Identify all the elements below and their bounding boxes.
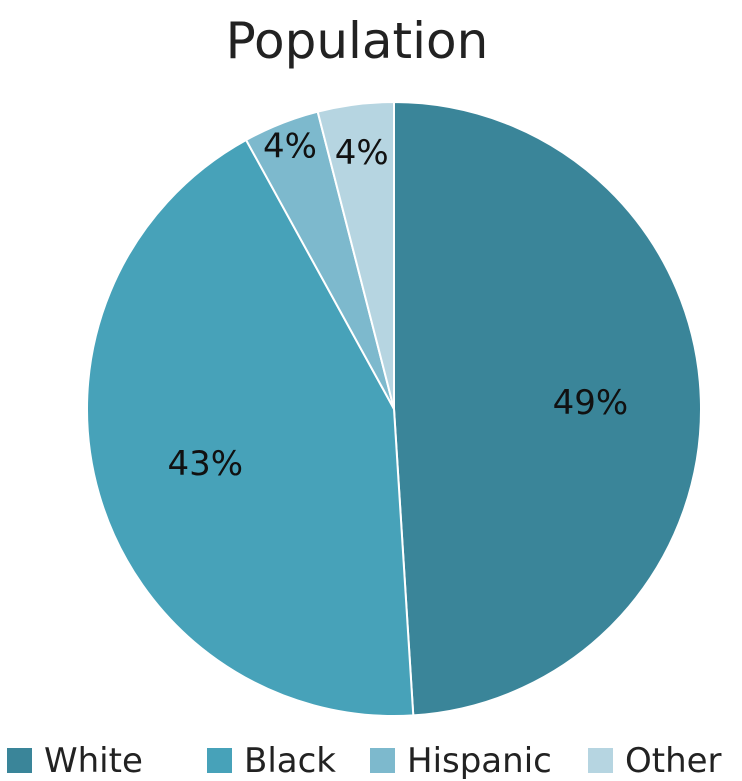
legend-swatch-black — [207, 748, 232, 773]
legend: White Black Hispanic Other — [7, 741, 722, 781]
pie-slice-labels: 49% 43% 4% 4% — [168, 126, 629, 483]
slice-label-black: 43% — [168, 444, 244, 484]
pie-slices — [86, 100, 702, 717]
slice-label-white: 49% — [553, 383, 629, 423]
legend-label-hispanic: Hispanic — [407, 741, 552, 781]
legend-swatch-white — [7, 748, 32, 773]
legend-label-other: Other — [625, 741, 722, 781]
legend-swatch-hispanic — [370, 748, 395, 773]
pie-slice-black — [86, 138, 415, 717]
legend-label-black: Black — [244, 741, 336, 781]
legend-label-white: White — [44, 741, 143, 781]
slice-label-hispanic: 4% — [263, 126, 317, 166]
pie-slice-white — [393, 100, 702, 717]
pie-slice-other — [316, 100, 395, 410]
slice-label-other: 4% — [335, 133, 389, 173]
chart-title: Population — [226, 12, 489, 70]
legend-swatch-other — [588, 748, 613, 773]
